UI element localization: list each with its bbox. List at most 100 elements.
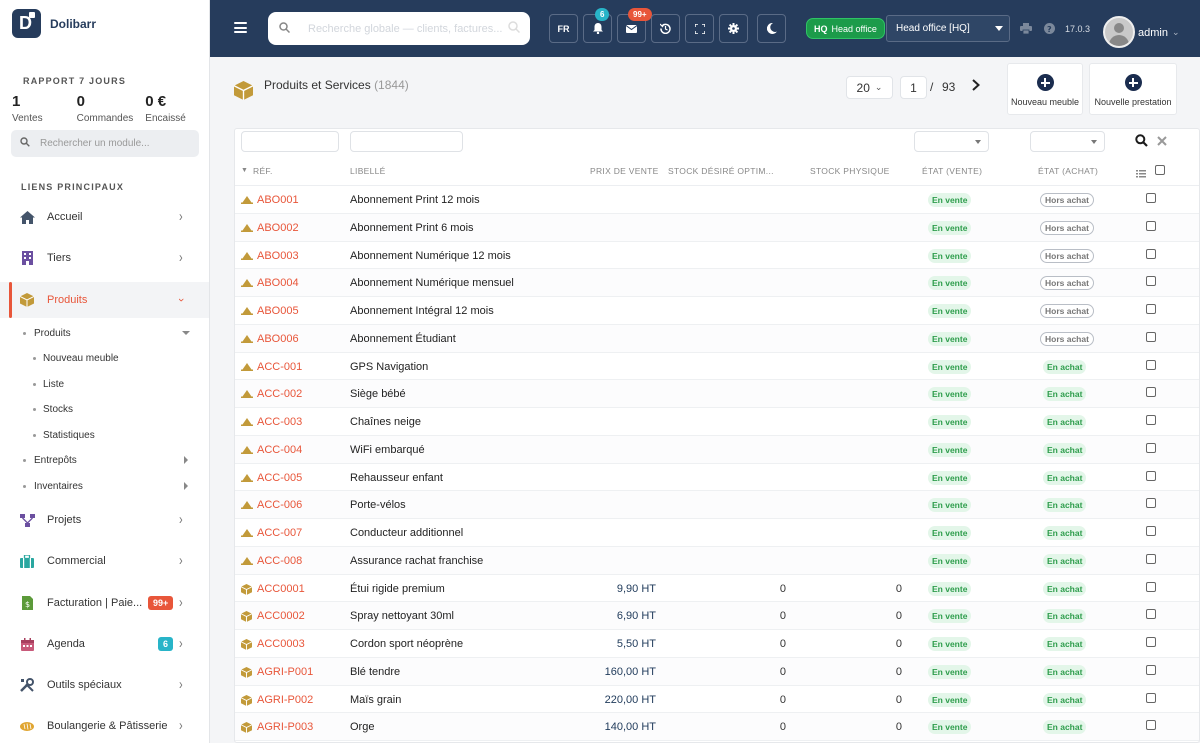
sidebar-sub-stocks[interactable]: Stocks <box>0 399 209 419</box>
sidebar-sub-produits[interactable]: Produits <box>0 323 209 343</box>
row-checkbox[interactable] <box>1146 720 1156 731</box>
table-row[interactable]: AGRI-P003 Orge 140,00 HT 0 0 En vente En achat <box>235 713 1199 741</box>
table-row[interactable]: ABO006 Abonnement Étudiant En vente Hors ac… <box>235 324 1199 353</box>
row-checkbox[interactable] <box>1146 193 1156 203</box>
col-sell-state[interactable]: ÉTAT (VENTE) <box>922 166 983 176</box>
settings-button[interactable] <box>719 14 748 43</box>
product-ref-link[interactable]: ACC-004 <box>257 443 303 456</box>
sidebar-sub-inventaires[interactable]: Inventaires <box>0 476 209 496</box>
sidebar-item-projets[interactable]: Projets › <box>0 502 209 538</box>
sidebar-item-agenda[interactable]: Agenda 6 › <box>0 626 209 662</box>
product-ref-link[interactable]: ABO005 <box>257 305 299 317</box>
chevron-down-icon[interactable]: ⌄ <box>1172 27 1180 37</box>
sidebar-item-facturation[interactable]: $ Facturation | Paie... 99+ › <box>0 585 209 621</box>
messages-button[interactable]: 99+ <box>617 8 652 43</box>
sidebar-item-boulangerie[interactable]: Boulangerie & Pâtisserie › <box>0 708 209 743</box>
table-row[interactable]: ACC-006 Porte-vélos En vente En achat <box>235 491 1199 519</box>
row-checkbox[interactable] <box>1146 415 1156 425</box>
module-search-input[interactable]: Rechercher un module... <box>11 130 199 157</box>
sidebar-sub-nouveau-meuble[interactable]: Nouveau meuble <box>0 348 209 368</box>
row-checkbox[interactable] <box>1146 553 1156 564</box>
row-checkbox[interactable] <box>1146 248 1156 259</box>
table-row[interactable]: ACC0002 Spray nettoyant 30ml 6,90 HT 0 0 En v… <box>235 602 1199 630</box>
table-row[interactable]: ABO001 Abonnement Print 12 mois En vente Ho… <box>235 186 1199 214</box>
product-ref-link[interactable]: ACC-008 <box>257 554 303 567</box>
page-number-input[interactable]: 1 <box>900 76 927 99</box>
col-ref[interactable]: RÉF. <box>253 166 273 176</box>
product-ref-link[interactable]: ABO003 <box>257 249 299 262</box>
product-ref-link[interactable]: ACC-005 <box>257 471 303 484</box>
table-row[interactable]: ABO005 Abonnement Intégral 12 mois En vent… <box>235 297 1199 325</box>
table-row[interactable]: ACC-001 GPS Navigation En vente En achat <box>235 353 1199 381</box>
product-ref-link[interactable]: ABO001 <box>257 194 299 206</box>
search-submit-icon[interactable] <box>508 21 521 36</box>
col-desired-stock[interactable]: STOCK DÉSIRÉ OPTIM... <box>668 166 774 176</box>
product-ref-link[interactable]: ABO002 <box>257 221 299 234</box>
table-row[interactable]: ACC0003 Cordon sport néoprène 5,50 HT 0 0 En … <box>235 630 1199 658</box>
column-list-icon[interactable] <box>1136 167 1146 181</box>
app-logo[interactable]: Dolibarr <box>12 9 96 38</box>
product-ref-link[interactable]: AGRI-P001 <box>257 665 314 678</box>
product-ref-link[interactable]: ACC-003 <box>257 416 303 428</box>
avatar[interactable] <box>1103 16 1135 48</box>
entity-select[interactable]: Head office [HQ] <box>886 15 1010 42</box>
row-checkbox[interactable] <box>1146 664 1156 675</box>
col-price[interactable]: PRIX DE VENTE <box>590 166 659 176</box>
row-checkbox[interactable] <box>1146 692 1156 703</box>
new-service-button[interactable]: Nouvelle prestation <box>1089 63 1177 115</box>
sidebar-sub-statistiques[interactable]: Statistiques <box>0 425 209 445</box>
row-checkbox[interactable] <box>1146 359 1156 370</box>
print-icon[interactable] <box>1020 23 1032 37</box>
dark-mode-button[interactable] <box>757 14 786 43</box>
row-checkbox[interactable] <box>1146 498 1156 509</box>
table-row[interactable]: ACC-008 Assurance rachat franchise En vent… <box>235 546 1199 575</box>
notifications-button[interactable]: 6 <box>583 8 612 43</box>
sidebar-item-tiers[interactable]: Tiers › <box>0 240 209 276</box>
product-ref-link[interactable]: ACC0003 <box>257 638 305 650</box>
product-ref-link[interactable]: ABO006 <box>257 332 299 345</box>
sort-desc-icon[interactable]: ▼ <box>241 167 249 174</box>
product-ref-link[interactable]: ACC0001 <box>257 582 305 595</box>
product-ref-link[interactable]: ACC-002 <box>257 388 303 401</box>
product-ref-link[interactable]: ACC-006 <box>257 499 303 512</box>
row-checkbox[interactable] <box>1146 304 1156 314</box>
product-ref-link[interactable]: AGRI-P003 <box>257 721 314 734</box>
row-checkbox[interactable] <box>1146 331 1156 342</box>
sidebar-item-accueil[interactable]: Accueil › <box>0 199 209 235</box>
row-checkbox[interactable] <box>1146 276 1156 287</box>
table-row[interactable]: ACC-003 Chaînes neige En vente En achat <box>235 408 1199 436</box>
table-row[interactable]: ACC-004 WiFi embarqué En vente En achat <box>235 435 1199 464</box>
filter-ref-input[interactable] <box>241 131 339 152</box>
sidebar-item-commercial[interactable]: Commercial › <box>0 543 209 579</box>
col-physical-stock[interactable]: STOCK PHYSIQUE <box>810 166 890 176</box>
table-row[interactable]: ABO003 Abonnement Numérique 12 mois En ven… <box>235 242 1199 270</box>
col-buy-state[interactable]: ÉTAT (ACHAT) <box>1038 166 1099 176</box>
product-ref-link[interactable]: ACC-007 <box>257 527 303 539</box>
row-checkbox[interactable] <box>1146 470 1156 481</box>
table-row[interactable]: ABO002 Abonnement Print 6 mois En vente Hor… <box>235 213 1199 242</box>
sidebar-item-produits[interactable]: Produits › <box>0 282 209 318</box>
row-checkbox[interactable] <box>1146 637 1156 647</box>
filter-label-input[interactable] <box>350 131 463 152</box>
table-row[interactable]: ABO004 Abonnement Numérique mensuel En ven… <box>235 269 1199 297</box>
product-ref-link[interactable]: ABO004 <box>257 277 299 290</box>
history-button[interactable] <box>651 14 680 43</box>
sidebar-sub-entrepots[interactable]: Entrepôts <box>0 450 209 470</box>
sidebar-sub-liste[interactable]: Liste <box>0 374 209 394</box>
menu-toggle-icon[interactable] <box>234 22 247 33</box>
row-checkbox[interactable] <box>1146 581 1156 592</box>
table-row[interactable]: AGRI-P001 Blé tendre 160,00 HT 0 0 En vente En… <box>235 657 1199 686</box>
table-row[interactable]: ACC0001 Étui rigide premium 9,90 HT 0 0 En ve… <box>235 575 1199 603</box>
fullscreen-button[interactable] <box>685 14 714 43</box>
language-button[interactable]: FR <box>549 14 578 43</box>
global-search-input[interactable]: Recherche globale — clients, factures... <box>268 12 530 45</box>
row-checkbox[interactable] <box>1146 609 1156 620</box>
filter-buy-state-select[interactable] <box>1030 131 1105 152</box>
filter-sell-state-select[interactable] <box>914 131 989 152</box>
per-page-select[interactable]: 20 ⌄ <box>846 76 893 99</box>
select-all-checkbox[interactable] <box>1155 165 1165 175</box>
sidebar-item-outils[interactable]: Outils spéciaux › <box>0 667 209 703</box>
product-ref-link[interactable]: AGRI-P002 <box>257 693 314 706</box>
help-icon[interactable]: ? <box>1044 23 1055 37</box>
row-checkbox[interactable] <box>1146 387 1156 398</box>
